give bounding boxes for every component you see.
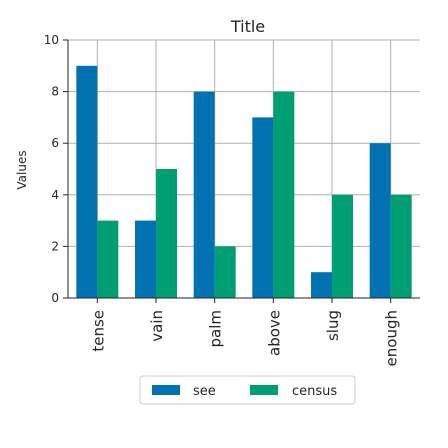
bar-see-slug [311,272,332,298]
grid [68,39,420,299]
y-axis-title: Values [15,150,29,189]
bar-see-tense [76,65,98,298]
bar-census-slug [332,194,353,298]
legend-frame [139,375,356,405]
category-label-slug: slug [324,310,342,341]
category-label-above: above [265,310,283,356]
bar-census-enough [390,194,412,298]
legend-swatch-census [250,385,278,395]
chart-title: Title [230,17,265,36]
category-label-vain: vain [148,310,166,342]
category-label-tense: tense [89,310,107,352]
y-tick-label: 8 [51,85,59,99]
bar-census-vain [156,169,177,298]
bar-census-tense [97,220,119,298]
legend-label-see: see [193,384,216,399]
category-label-palm: palm [207,310,225,348]
bar-census-palm [214,246,236,298]
axes: 0 2 4 6 8 10 tense vain palm above slug enough [44,33,420,366]
legend-swatch-see [152,385,180,395]
category-label-enough: enough [383,310,401,366]
bars [76,65,412,299]
y-tick-label: 0 [51,291,59,305]
legend: see census [139,375,356,405]
legend-label-census: census [292,384,337,399]
y-tick-label: 2 [51,239,59,253]
bar-see-vain [135,220,156,298]
bar-see-above [252,117,274,299]
bar-see-palm [193,91,215,298]
y-tick-label: 4 [51,188,59,202]
bar-census-above [273,91,295,298]
y-tick-label: 10 [44,33,59,47]
bar-see-enough [369,143,391,298]
y-tick-label: 6 [51,136,59,150]
